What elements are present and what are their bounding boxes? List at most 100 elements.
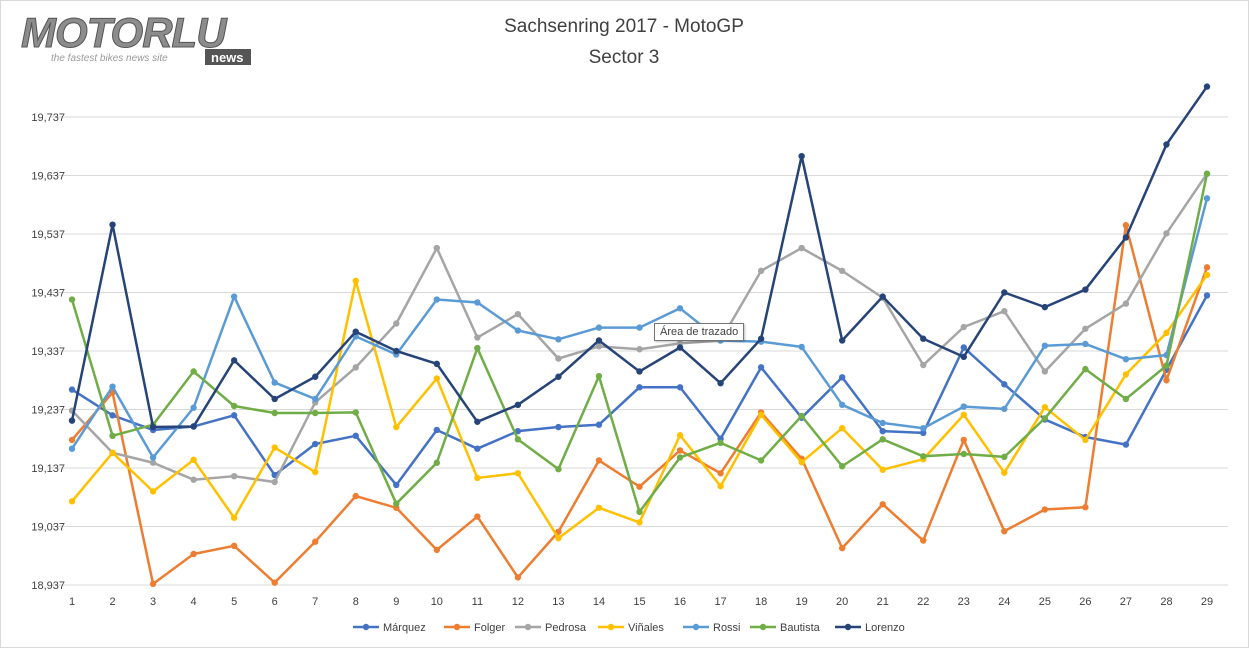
data-point bbox=[1041, 403, 1049, 411]
series-bautista bbox=[68, 170, 1211, 516]
data-point bbox=[595, 337, 603, 344]
x-tick-label: 23 bbox=[958, 596, 970, 608]
motorlu-logo: MOTORLU the fastest bikes news site news bbox=[21, 9, 251, 65]
legend-marker bbox=[692, 623, 700, 631]
data-point bbox=[352, 277, 359, 284]
data-point bbox=[109, 432, 116, 440]
x-tick-label: 15 bbox=[633, 596, 645, 608]
data-point bbox=[149, 423, 157, 431]
data-point bbox=[514, 574, 522, 581]
series-pedrosa bbox=[68, 170, 1211, 486]
x-tick-label: 6 bbox=[272, 596, 278, 608]
data-point bbox=[271, 379, 278, 386]
y-axis-ticks: 18,937 19,037 19,137 19,237 19,337 19,437 19,5… bbox=[31, 112, 65, 592]
data-point bbox=[595, 372, 603, 380]
data-point bbox=[798, 412, 805, 420]
data-point bbox=[514, 327, 522, 334]
data-point bbox=[1163, 362, 1170, 369]
data-point bbox=[230, 293, 238, 300]
chart-subtitle: Sector 3 bbox=[589, 47, 660, 68]
series-márquez bbox=[68, 292, 1211, 489]
data-point bbox=[514, 401, 522, 409]
series-line bbox=[70, 85, 1209, 429]
data-point bbox=[474, 513, 481, 520]
data-point bbox=[1203, 170, 1211, 177]
data-point bbox=[1203, 195, 1211, 202]
legend-marker bbox=[362, 623, 370, 631]
data-point bbox=[474, 344, 481, 352]
data-point bbox=[555, 465, 562, 473]
data-point bbox=[1041, 506, 1049, 513]
data-point bbox=[595, 324, 603, 331]
data-point bbox=[474, 445, 481, 452]
data-point bbox=[1203, 264, 1211, 271]
data-point bbox=[352, 492, 359, 500]
data-point bbox=[433, 426, 441, 434]
data-point bbox=[1122, 371, 1130, 378]
data-point bbox=[312, 395, 319, 403]
data-point bbox=[312, 409, 319, 417]
data-point bbox=[960, 450, 967, 458]
data-point bbox=[838, 463, 846, 470]
data-point bbox=[879, 419, 886, 427]
data-point bbox=[555, 355, 562, 362]
data-point bbox=[1203, 83, 1211, 90]
data-point bbox=[920, 537, 927, 544]
x-tick-label: 25 bbox=[1039, 596, 1051, 608]
data-point bbox=[230, 542, 238, 550]
x-tick-label: 4 bbox=[191, 596, 197, 608]
data-point bbox=[920, 335, 927, 342]
data-point bbox=[433, 546, 441, 554]
data-point bbox=[798, 343, 805, 351]
x-tick-label: 7 bbox=[312, 596, 318, 608]
data-point bbox=[190, 404, 197, 411]
data-point bbox=[676, 384, 684, 391]
data-point bbox=[312, 468, 319, 476]
data-point bbox=[393, 347, 400, 355]
legend-label: Viñales bbox=[628, 622, 664, 634]
legend-marker bbox=[844, 623, 852, 631]
legend-item: Folger bbox=[444, 622, 506, 634]
data-point bbox=[555, 535, 562, 542]
data-point bbox=[68, 417, 76, 424]
data-point bbox=[68, 386, 76, 393]
legend-item: Pedrosa bbox=[515, 622, 587, 634]
data-point bbox=[271, 395, 278, 403]
data-point bbox=[838, 544, 846, 552]
data-point bbox=[1122, 222, 1130, 229]
data-point bbox=[149, 580, 157, 588]
data-point bbox=[190, 423, 197, 430]
data-point bbox=[676, 305, 684, 312]
data-point bbox=[352, 328, 359, 335]
x-tick-label: 26 bbox=[1079, 596, 1091, 608]
y-tick-label: 19,737 bbox=[31, 112, 65, 124]
data-point bbox=[230, 402, 238, 410]
data-point bbox=[1041, 342, 1049, 349]
data-point bbox=[433, 296, 441, 303]
data-point bbox=[271, 444, 278, 451]
data-point bbox=[757, 364, 765, 371]
y-tick-label: 19,237 bbox=[31, 405, 65, 417]
data-point bbox=[230, 472, 238, 480]
data-point bbox=[838, 425, 846, 432]
tooltip: Área de trazado bbox=[654, 323, 745, 341]
series-folger bbox=[68, 222, 1211, 588]
data-point bbox=[920, 361, 927, 369]
data-point bbox=[757, 267, 765, 275]
data-point bbox=[838, 267, 846, 275]
data-point bbox=[514, 436, 522, 443]
legend-label: Bautista bbox=[780, 622, 821, 634]
data-point bbox=[595, 421, 603, 428]
data-point bbox=[636, 346, 643, 353]
legend-marker bbox=[607, 623, 615, 631]
data-point bbox=[1163, 230, 1170, 237]
data-point bbox=[636, 368, 643, 375]
data-point bbox=[393, 481, 400, 489]
series-rossi bbox=[68, 195, 1211, 461]
data-point bbox=[433, 244, 441, 252]
y-tick-label: 18,937 bbox=[31, 580, 65, 592]
x-tick-label: 12 bbox=[512, 596, 524, 608]
legend-item: Viñales bbox=[598, 622, 664, 634]
data-point bbox=[555, 336, 562, 343]
